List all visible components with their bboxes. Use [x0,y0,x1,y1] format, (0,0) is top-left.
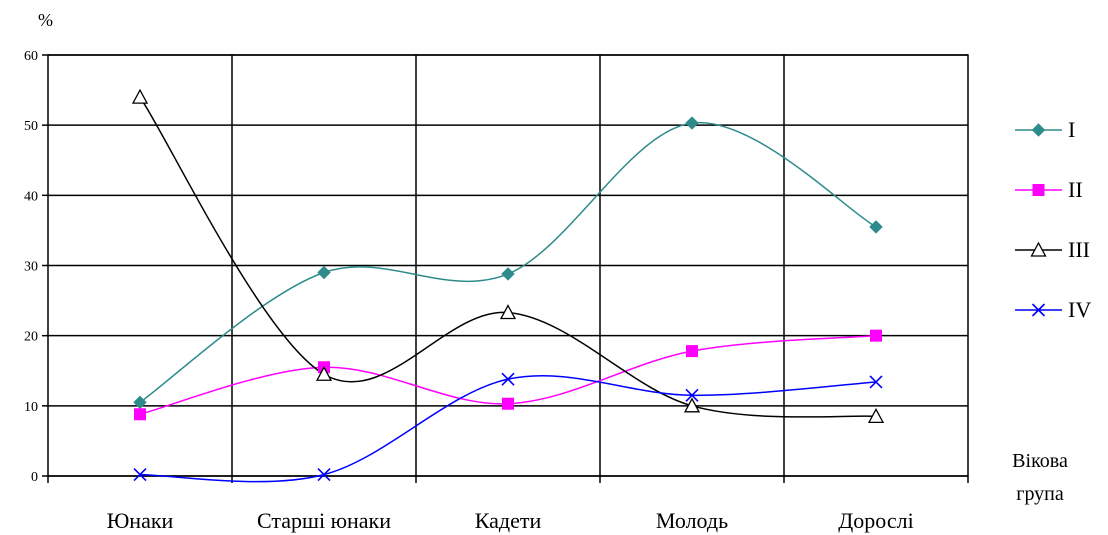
axes [42,54,969,483]
x-category-label: Старші юнаки [257,508,391,533]
legend-item-IV: IV [1015,297,1091,322]
legend-item-II: II [1015,177,1083,202]
grid [48,54,968,477]
x-category-label: Юнаки [107,508,174,533]
data-point-III [499,304,517,320]
legend-marker [1030,241,1047,257]
x-axis-title-line2: група [1016,483,1064,505]
data-point-IV [685,388,699,402]
data-point-IV [317,468,331,482]
legend-marker [1032,184,1045,196]
legend-item-III: III [1015,237,1090,262]
y-tick-label: 50 [24,119,38,134]
data-point-II [502,397,514,410]
y-tick-label: 20 [24,330,38,345]
legend-marker [1031,123,1046,137]
y-tick-label: 40 [24,189,38,204]
x-category-label: Молодь [656,508,728,533]
data-point-III [683,397,701,413]
y-tick-label: 0 [31,470,38,485]
data-point-IV [501,372,515,386]
data-point-II [134,408,146,421]
data-point-II [686,345,698,358]
y-tick-label: 60 [24,49,38,64]
data-point-II [870,329,882,342]
series-line-III [139,96,877,418]
data-point-IV [133,468,147,482]
data-point-I [869,220,883,234]
data-point-III [315,365,333,381]
legend-marker [1031,303,1046,317]
y-axis-unit-label: % [38,10,53,30]
series-line-I [139,121,877,403]
legend-label: II [1068,177,1083,202]
data-point-I [685,116,699,130]
x-axis-title-line1: Вікова [1012,450,1068,472]
tick-labels: 0 10 20 30 40 50 60 Юнаки Старші юнаки Кадети Моло… [24,49,914,533]
data-point-III [867,407,885,424]
series-markers [131,88,885,482]
data-point-III [131,88,149,104]
legend-item-I: I [1015,117,1075,142]
data-point-IV [869,375,883,389]
legend-label: III [1068,237,1090,262]
y-tick-label: 10 [24,400,38,415]
data-point-I [317,265,331,280]
series-lines [139,96,877,483]
x-category-label: Дорослі [838,508,913,533]
x-category-label: Кадети [475,508,542,533]
data-point-I [501,267,515,281]
legend-label: IV [1068,297,1091,322]
plot-area-border [47,54,969,477]
legend-label: I [1068,117,1075,142]
y-tick-label: 30 [24,260,38,275]
series-line-IV [139,375,877,483]
